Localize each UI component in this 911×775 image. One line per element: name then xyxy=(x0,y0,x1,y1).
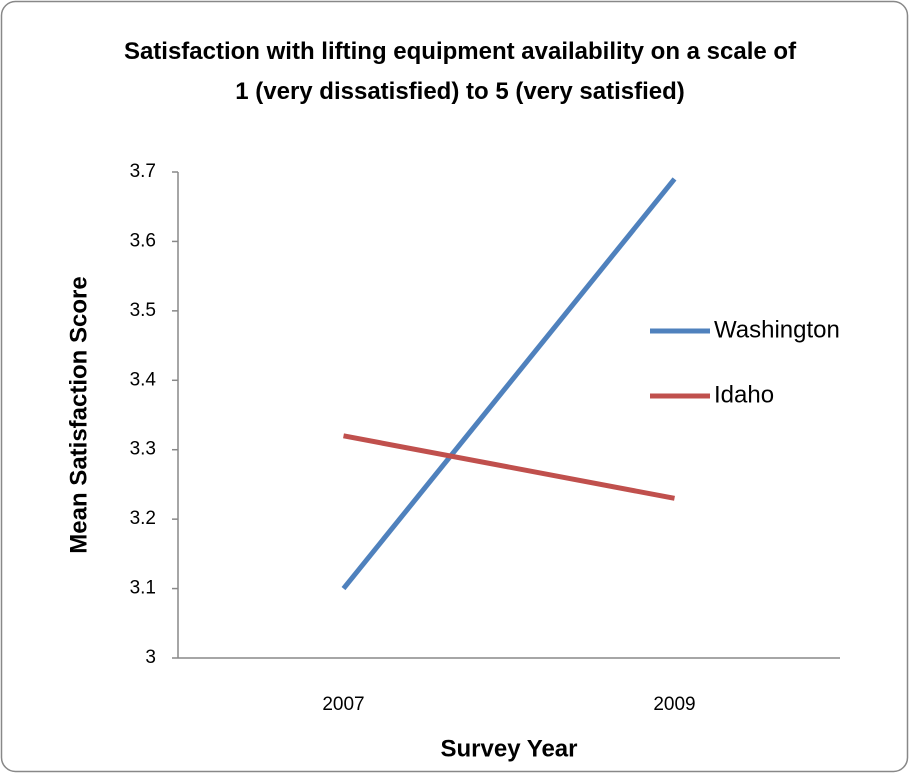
x-axis-label: Survey Year xyxy=(440,735,577,762)
x-tick-label: 2007 xyxy=(322,694,364,715)
y-axis-label: Mean Satisfaction Score xyxy=(65,276,92,553)
legend-label: Idaho xyxy=(714,381,774,408)
y-tick-label: 3.4 xyxy=(130,369,157,390)
series-line xyxy=(343,433,675,501)
legend-label: Washington xyxy=(714,316,840,343)
y-tick-label: 3.2 xyxy=(130,508,156,529)
y-tick-label: 3.3 xyxy=(130,439,156,460)
y-tick-label: 3.6 xyxy=(130,230,156,251)
chart-title: Satisfaction with lifting equipment avai… xyxy=(123,38,797,105)
y-tick-label: 3.1 xyxy=(130,578,156,599)
series-line xyxy=(341,177,677,591)
y-tick-label: 3 xyxy=(145,647,156,668)
x-tick-label: 2009 xyxy=(653,694,695,715)
y-tick-label: 3.5 xyxy=(130,300,156,321)
y-tick-label: 3.7 xyxy=(130,161,156,182)
